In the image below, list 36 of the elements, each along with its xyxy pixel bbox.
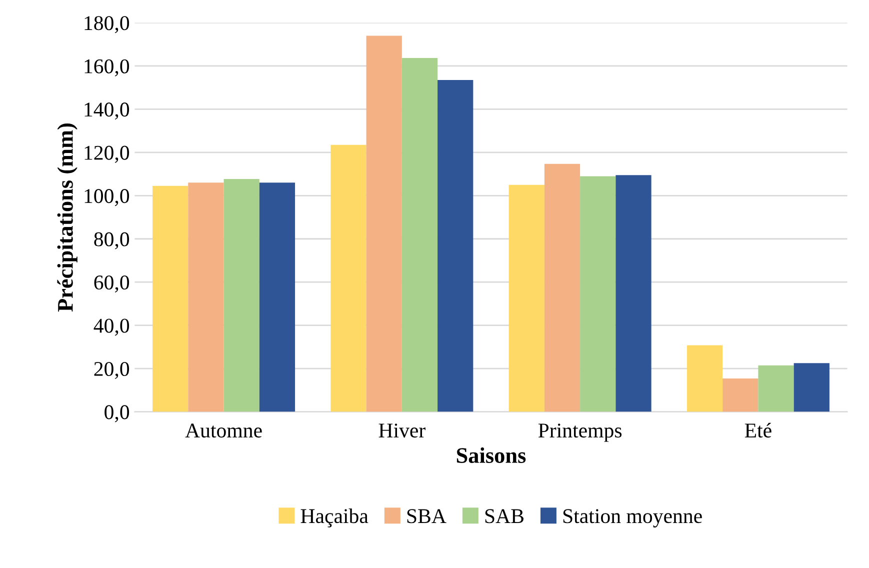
bar [544,164,580,412]
bar [758,365,794,412]
legend-label: SBA [407,509,446,524]
y-tick-label: 140,0 [84,102,130,120]
bar [152,186,188,412]
bar [722,378,758,412]
y-tick-label: 180,0 [84,16,130,34]
y-tick-label: 100,0 [84,189,130,206]
bar [402,58,438,412]
legend-label: Haçaiba [300,508,368,528]
x-tick-label: Eté [744,422,772,438]
y-tick-label: 0,0 [104,405,130,422]
y-tick-label: 160,0 [84,59,130,76]
legend-label: Station moyenne [563,509,702,528]
bar [330,144,366,412]
bar [616,175,652,412]
bar [259,182,296,412]
bar [366,36,402,412]
bar [188,182,224,412]
bar [508,184,544,412]
y-tick-label: 60,0 [94,275,130,293]
y-axis-title: Précipitations (mm) [57,124,78,312]
bar [794,363,830,412]
bar [224,179,260,412]
x-tick-label: Printemps [538,424,622,442]
y-tick-label: 20,0 [94,362,130,379]
y-tick-label: 120,0 [84,146,130,163]
y-tick-label: 80,0 [94,232,130,250]
bar [686,345,723,412]
bar [580,176,616,412]
x-tick-label: Hiver [378,424,426,438]
bar [438,80,474,412]
legend-label: SAB [485,509,524,524]
x-tick-label: Automne [185,424,262,438]
x-axis-title: Saisons [456,447,526,463]
y-tick-label: 40,0 [94,318,130,336]
